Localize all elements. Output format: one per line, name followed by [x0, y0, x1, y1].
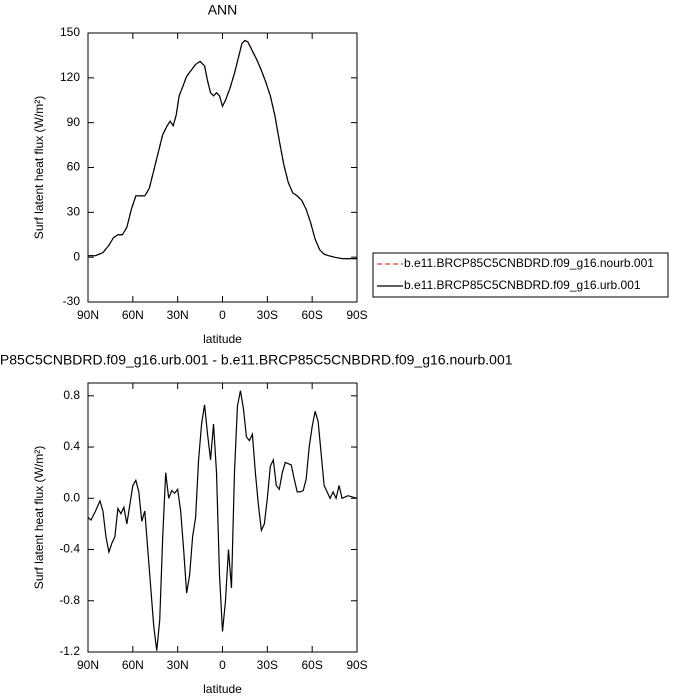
y-axis-label: Surf latent heat flux (W/m²)	[32, 96, 46, 239]
x-tick-label: 30N	[167, 658, 189, 672]
legend-box	[372, 252, 669, 298]
y-tick-label: 150	[60, 25, 80, 39]
x-tick-label: 30S	[257, 658, 278, 672]
y-tick-label: 0.8	[63, 388, 80, 402]
y-tick-label: 90	[67, 115, 81, 129]
plot-frame	[87, 32, 358, 303]
plot-frame	[87, 382, 358, 653]
chart-title: b.e11.BRCP85C5CNBDRD.f09_g16.urb.001 - b…	[0, 352, 513, 368]
data-line	[87, 390, 358, 651]
x-tick-label: 60S	[301, 308, 322, 322]
y-tick-label: -30	[63, 294, 81, 308]
x-tick-label: 60S	[301, 658, 322, 672]
y-tick-label: -0.4	[59, 542, 80, 556]
y-tick-label: 30	[67, 205, 81, 219]
x-axis-label: latitude	[203, 682, 242, 696]
chart-title: ANN	[208, 2, 238, 18]
x-tick-label: 90N	[77, 658, 99, 672]
legend-label: b.e11.BRCP85C5CNBDRD.f09_g16.urb.001	[404, 278, 641, 292]
y-tick-label: 0.4	[63, 439, 80, 453]
x-tick-label: 90N	[77, 308, 99, 322]
y-tick-label: -0.8	[59, 593, 80, 607]
y-tick-label: 120	[60, 70, 80, 84]
x-tick-label: 30N	[167, 308, 189, 322]
x-tick-label: 0	[219, 308, 226, 322]
x-tick-label: 90S	[346, 658, 367, 672]
x-tick-label: 60N	[122, 308, 144, 322]
y-tick-label: 60	[67, 160, 81, 174]
y-tick-label: -1.2	[59, 644, 80, 658]
x-tick-label: 60N	[122, 658, 144, 672]
x-tick-label: 90S	[346, 308, 367, 322]
data-line	[88, 39, 357, 260]
y-tick-label: 0	[73, 249, 80, 263]
x-tick-label: 30S	[257, 308, 278, 322]
y-axis-label: Surf latent heat flux (W/m²)	[32, 446, 46, 589]
x-tick-label: 0	[219, 658, 226, 672]
y-tick-label: 0.0	[63, 490, 80, 504]
data-line	[88, 39, 357, 260]
x-axis-label: latitude	[203, 332, 242, 346]
legend-label: b.e11.BRCP85C5CNBDRD.f09_g16.nourb.001	[404, 256, 654, 270]
